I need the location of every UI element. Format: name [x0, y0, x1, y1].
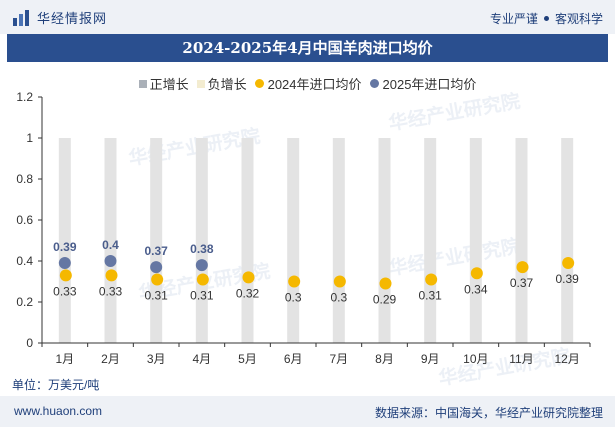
data-label-2024: 0.31 [190, 288, 214, 302]
growth-bar [241, 138, 254, 343]
data-label-2024: 0.37 [510, 276, 534, 290]
point-2024 [379, 277, 392, 290]
point-2025 [104, 255, 117, 267]
legend-label: 负增长 [207, 77, 247, 92]
growth-bar [424, 138, 437, 343]
data-label-2024: 0.3 [330, 291, 347, 305]
legend-swatch [196, 79, 205, 88]
x-tick-label: 7月 [329, 352, 348, 366]
legend-label: 2024年进口均价 [267, 77, 362, 92]
point-2024 [196, 273, 209, 286]
point-2024 [242, 271, 255, 284]
growth-bar [150, 138, 163, 343]
data-label-2024: 0.29 [373, 293, 397, 307]
data-label-2025: 0.37 [144, 244, 168, 258]
x-tick-label: 4月 [192, 352, 211, 366]
x-tick-label: 8月 [375, 352, 394, 366]
point-2025 [150, 261, 163, 274]
y-tick-label: 0.4 [16, 254, 33, 268]
top-banner: 华经情报网 专业严谨 客观科学 [0, 0, 615, 34]
data-label-2025: 0.38 [190, 242, 214, 256]
point-2024 [151, 273, 164, 286]
y-tick-label: 1 [26, 131, 33, 145]
data-label-2025: 0.4 [102, 238, 119, 252]
legend-swatch [138, 79, 147, 88]
footer-url: www.huaon.com [14, 404, 103, 418]
point-2024 [59, 269, 72, 282]
point-2024 [288, 275, 301, 288]
data-label-2024: 0.33 [99, 284, 123, 298]
x-tick-label: 6月 [284, 352, 303, 366]
legend-item-2025: 2025年进口均价 [369, 74, 477, 93]
point-2024 [425, 273, 438, 286]
point-2025 [58, 257, 71, 270]
footer-source: 数据来源：中国海关，华经产业研究院整理 [374, 406, 603, 420]
watermark-text: 华经产业研究院 [387, 89, 522, 135]
growth-bar [287, 138, 300, 343]
x-tick-label: 9月 [421, 352, 440, 366]
legend-item-2024: 2024年进口均价 [254, 74, 362, 93]
watermark-text: 华经产业研究院 [387, 234, 522, 280]
growth-bar [58, 138, 71, 343]
point-2024 [562, 257, 575, 270]
y-tick-label: 0.6 [16, 213, 33, 227]
data-label-2024: 0.3 [285, 291, 302, 305]
unit-label: 单位：万美元/吨 [12, 378, 100, 392]
legend-item-negative: 负增长 [196, 74, 247, 93]
bullet-dot-icon [543, 16, 549, 21]
chart-legend: 正增长 负增长 2024年进口均价 2025年进口均价 [0, 74, 615, 93]
data-label-2024: 0.31 [144, 288, 168, 302]
x-tick-label: 11月 [509, 352, 533, 366]
y-tick-label: 0 [26, 336, 33, 350]
growth-bar [195, 138, 208, 343]
data-label-2024: 0.31 [418, 288, 442, 302]
growth-bar [332, 138, 345, 343]
point-2024 [470, 267, 483, 280]
legend-swatch [254, 79, 264, 88]
legend-label: 正增长 [149, 77, 189, 92]
data-label-2024: 0.39 [555, 272, 579, 286]
point-2024 [333, 275, 346, 288]
x-tick-label: 2月 [101, 352, 120, 366]
legend-label: 2025年进口均价 [382, 77, 477, 92]
data-label-2024: 0.33 [53, 284, 77, 298]
brand-name: 华经情报网 [37, 11, 108, 26]
growth-bar [561, 138, 574, 343]
point-2025 [195, 259, 208, 272]
growth-bar [469, 138, 482, 343]
y-tick-label: 0.2 [16, 295, 33, 309]
legend-swatch [369, 79, 379, 88]
footer-bar: www.huaon.com 数据来源：中国海关，华经产业研究院整理 [0, 396, 615, 427]
x-tick-label: 3月 [147, 352, 166, 366]
growth-bar [378, 138, 391, 343]
y-tick-label: 0.8 [16, 172, 33, 186]
data-label-2024: 0.32 [236, 286, 260, 300]
huajing-logo-icon [13, 9, 29, 26]
point-2024 [105, 269, 118, 282]
growth-bar [515, 138, 528, 343]
x-tick-label: 12月 [554, 352, 579, 366]
y-tick-label: 1.2 [16, 90, 33, 104]
data-label-2025: 0.39 [53, 240, 77, 254]
x-tick-label: 10月 [463, 352, 488, 366]
legend-item-positive: 正增长 [138, 74, 189, 93]
slogan-right: 客观科学 [554, 12, 603, 26]
slogan-left: 专业严谨 [489, 12, 538, 26]
watermark-text: 华经产业研究院 [437, 344, 572, 390]
point-2024 [516, 261, 529, 274]
data-label-2024: 0.34 [464, 282, 488, 296]
x-tick-label: 5月 [238, 352, 257, 366]
chart-title: 2024-2025年4月中国羊肉进口均价 [7, 34, 608, 62]
brand: 华经情报网 [13, 8, 107, 27]
growth-bar [104, 138, 117, 343]
slogan: 专业严谨 客观科学 [490, 10, 603, 27]
x-tick-label: 1月 [55, 352, 74, 366]
